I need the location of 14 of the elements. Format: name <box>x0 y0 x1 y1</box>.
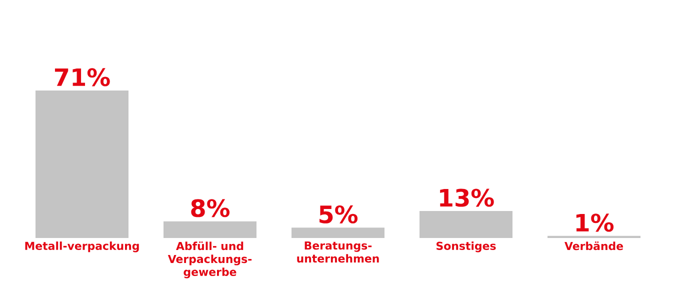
x-tick-label: Beratungs-unternehmen <box>297 242 379 263</box>
bar <box>36 90 128 238</box>
data-label: 8% <box>191 199 230 218</box>
x-tick-label: Metall-verpackung <box>25 242 139 252</box>
data-label: 1% <box>576 214 614 232</box>
bar <box>164 221 256 238</box>
data-label: 13% <box>440 188 494 207</box>
x-tick-label: Verbände <box>564 242 624 250</box>
x-tick-label: Sonstiges <box>436 242 496 252</box>
data-label: 71% <box>54 68 110 86</box>
x-tick-label: Abfüll- und Verpackungs-gewerbe <box>168 242 252 278</box>
bar <box>292 228 385 238</box>
bar <box>420 210 513 238</box>
data-label: 5% <box>320 205 358 224</box>
